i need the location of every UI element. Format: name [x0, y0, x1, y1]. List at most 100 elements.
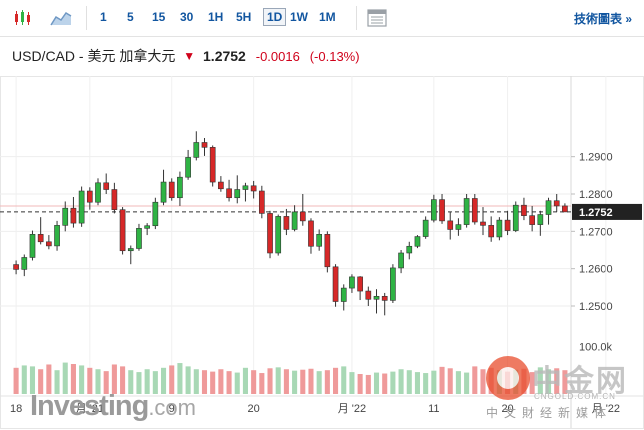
volume-bar — [324, 370, 330, 394]
last-price-tag-label: 1.2752 — [579, 207, 613, 219]
volume-bar — [292, 370, 298, 394]
cngold-url: CNGOLD.COM.CN — [534, 392, 616, 401]
volume-bar — [373, 372, 380, 394]
table-view-icon[interactable] — [366, 8, 388, 28]
candlestick-icon[interactable] — [12, 8, 34, 28]
investing-word: Investing — [30, 390, 149, 422]
volume-bar — [210, 371, 216, 394]
candle-body — [70, 207, 77, 224]
timeframe-1w[interactable]: 1W — [290, 10, 308, 24]
candle-body — [349, 276, 355, 289]
volume-bar — [316, 371, 322, 394]
candle-body — [537, 214, 544, 225]
candle-body — [29, 234, 36, 258]
area-chart-icon[interactable] — [50, 8, 72, 28]
volume-bar — [152, 371, 158, 394]
volume-bar — [562, 370, 568, 394]
price-change: -0.0016 — [255, 48, 300, 64]
candle-body — [258, 190, 265, 214]
candle-body — [136, 228, 142, 249]
volume-bar — [365, 374, 371, 394]
candle-body — [414, 236, 421, 247]
volume-bar — [398, 369, 404, 394]
volume-bar — [103, 371, 109, 394]
chart-toolbar: 1 5 15 30 1H 5H 1D 1W 1M 技術圖表 » — [0, 0, 644, 37]
candle-body — [177, 176, 183, 199]
candle-body — [545, 200, 552, 215]
x-tick-label: 18 — [10, 403, 22, 415]
candle-body — [37, 234, 44, 243]
volume-bar — [283, 369, 289, 394]
volume-bar — [537, 367, 543, 394]
cngold-name: 中金网 — [532, 365, 628, 398]
timeframe-1h[interactable]: 1H — [208, 10, 224, 24]
candle-body — [422, 219, 429, 237]
candle-body — [553, 200, 560, 207]
down-arrow-icon: ▼ — [183, 49, 196, 63]
volume-bar — [406, 370, 412, 394]
volume-bar — [54, 370, 60, 394]
candle-body — [488, 225, 495, 238]
candle-body — [234, 189, 241, 199]
candle-body — [193, 142, 200, 158]
volume-bar — [62, 362, 68, 394]
timeframe-30[interactable]: 30 — [180, 10, 194, 24]
volume-bar — [480, 369, 486, 394]
timeframe-1m[interactable]: 1M — [319, 10, 336, 24]
volume-bar — [120, 366, 126, 394]
candle-body — [308, 220, 314, 247]
timeframe-5[interactable]: 5 — [127, 10, 134, 24]
volume-bar — [160, 367, 167, 394]
candle-body — [86, 190, 93, 203]
y-tick-label: 1.2800 — [579, 189, 613, 201]
x-tick-label: 20 — [501, 403, 513, 415]
volume-bar — [251, 370, 257, 394]
volume-bar — [349, 372, 355, 394]
candle-body — [439, 199, 445, 222]
candle-body — [103, 182, 110, 190]
price-chart[interactable]: 1.2900 1.2800 1.2700 1.2600 1.2500 18 月 '21 9 20… — [0, 76, 644, 430]
candle-body — [160, 181, 167, 203]
candle-body — [267, 213, 273, 254]
x-tick-label: 11 — [428, 403, 439, 415]
candle-body — [226, 188, 232, 199]
timeframe-1d[interactable]: 1D — [263, 8, 287, 26]
candle-body — [406, 245, 413, 254]
volume-bar — [144, 369, 150, 394]
candle-body — [209, 147, 216, 183]
candle-body — [504, 219, 511, 231]
volume-bar — [46, 364, 52, 394]
volume-bar — [218, 369, 224, 394]
candle-body — [152, 201, 159, 227]
candle-body — [390, 267, 396, 301]
candle-body — [562, 205, 568, 213]
candle-body — [111, 189, 118, 210]
candle-body — [381, 295, 388, 301]
candle-body — [365, 290, 372, 300]
last-price: 1.2752 — [203, 48, 246, 64]
volume-bar — [95, 369, 101, 394]
candle-body — [431, 199, 437, 221]
timeframe-1[interactable]: 1 — [100, 10, 107, 24]
candle-body — [95, 182, 101, 203]
volume-bar — [464, 372, 470, 394]
timeframe-15[interactable]: 15 — [152, 10, 166, 24]
volume-bar — [234, 372, 240, 394]
volume-bar — [529, 372, 535, 394]
candlestick-chart[interactable]: 1.2900 1.2800 1.2700 1.2600 1.2500 18 月 '21 9 20… — [0, 76, 644, 430]
investing-suffix: .com — [148, 395, 196, 420]
technical-chart-link[interactable]: 技術圖表 » — [573, 12, 632, 26]
volume-bar — [259, 373, 265, 394]
candle-body — [250, 185, 257, 192]
volume-bar — [414, 372, 421, 394]
candle-body — [447, 220, 454, 230]
volume-bar — [423, 373, 429, 394]
volume-bar — [431, 370, 437, 394]
volume-bar — [177, 363, 183, 394]
volume-bar — [357, 374, 363, 394]
volume-bar — [111, 364, 117, 394]
timeframe-5h[interactable]: 5H — [236, 10, 252, 24]
candle-body — [471, 198, 478, 223]
pair-title: USD/CAD - 美元 加拿大元 — [12, 48, 176, 64]
volume-bar — [201, 370, 208, 394]
